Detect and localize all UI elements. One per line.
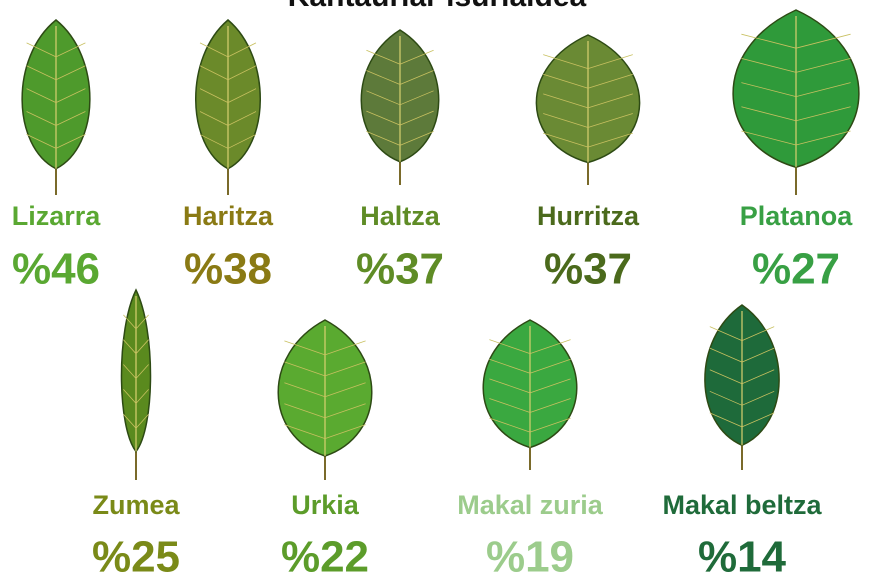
leaf-icon — [360, 29, 440, 185]
leaf-percent: %14 — [698, 533, 787, 581]
leaf-percent: %37 — [356, 245, 444, 294]
leaf-vein — [709, 390, 775, 406]
leaf-vein — [741, 82, 851, 97]
leaf-percent: %22 — [281, 533, 369, 581]
leaf-vein — [709, 347, 775, 363]
leaf-vein — [709, 326, 775, 341]
leaf-vein — [366, 49, 434, 65]
leaf-vein — [284, 403, 366, 419]
leaf-percent: %25 — [92, 533, 180, 581]
leaf-vein — [366, 110, 434, 126]
leaf-name: Haltza — [360, 201, 441, 231]
leaf-vein — [366, 70, 434, 85]
leaf-icon — [120, 288, 152, 480]
leaf-percent: %19 — [486, 533, 574, 581]
leaf-vein — [543, 73, 633, 89]
leaf-vein — [741, 130, 851, 146]
leaf-vein — [199, 88, 257, 104]
leaf-vein — [26, 111, 86, 126]
leaf-vein — [489, 398, 571, 413]
leaf-vein — [709, 412, 775, 428]
leaf-icon — [482, 319, 578, 470]
leaf-name: Platanoa — [740, 201, 854, 231]
leaf-percent: %27 — [752, 245, 840, 294]
leaf-vein — [543, 93, 633, 109]
leaf-vein — [284, 382, 366, 398]
leaf-name: Zumea — [92, 490, 180, 520]
leaf-percent: %37 — [544, 245, 632, 294]
leaf-name: Lizarra — [12, 201, 102, 231]
leaf-icon — [535, 34, 641, 185]
leaf-vein — [284, 424, 366, 439]
leaf-name: Haritza — [183, 201, 274, 231]
leaf-vein — [284, 340, 366, 356]
leaf-vein — [489, 417, 571, 433]
leaf-vein — [741, 33, 851, 49]
leaf-vein — [709, 369, 775, 385]
leaf-name: Hurritza — [537, 201, 640, 231]
leaf-vein — [199, 134, 257, 149]
leaf-vein — [199, 111, 257, 126]
leaf-icon — [21, 19, 91, 195]
leaf-vein — [741, 57, 851, 73]
leaf-name: Makal zuria — [457, 490, 604, 520]
leaf-vein — [26, 65, 86, 81]
leaf-vein — [741, 106, 851, 122]
leaf-vein — [489, 358, 571, 374]
leaf-vein — [366, 130, 434, 146]
leaf-icon — [704, 304, 780, 470]
leaf-vein — [366, 90, 434, 106]
leaf-vein — [26, 134, 86, 149]
leaf-vein — [123, 413, 149, 429]
leaf-vein — [543, 113, 633, 128]
leaf-name: Urkia — [291, 490, 360, 520]
leaf-percent: %46 — [12, 245, 100, 294]
title: Kantauriar isurialdea — [288, 0, 587, 13]
leaf-vein — [489, 378, 571, 394]
leaf-name: Makal beltza — [662, 490, 822, 520]
leaf-vein — [199, 42, 257, 58]
leaf-vein — [543, 54, 633, 69]
leaf-icon — [277, 319, 373, 480]
leaf-percent: %38 — [184, 245, 272, 294]
leaf-icon — [195, 19, 261, 195]
leaf-vein — [123, 314, 149, 330]
leaf-icon — [732, 9, 860, 195]
leaf-vein — [123, 364, 149, 379]
leaf-vein — [123, 389, 149, 404]
leaf-vein — [543, 132, 633, 148]
leaf-vein — [123, 339, 149, 354]
leaf-vein — [26, 42, 86, 58]
leaf-vein — [199, 65, 257, 81]
leaf-vein — [489, 339, 571, 354]
leaf-vein — [284, 361, 366, 377]
leaf-vein — [26, 88, 86, 104]
